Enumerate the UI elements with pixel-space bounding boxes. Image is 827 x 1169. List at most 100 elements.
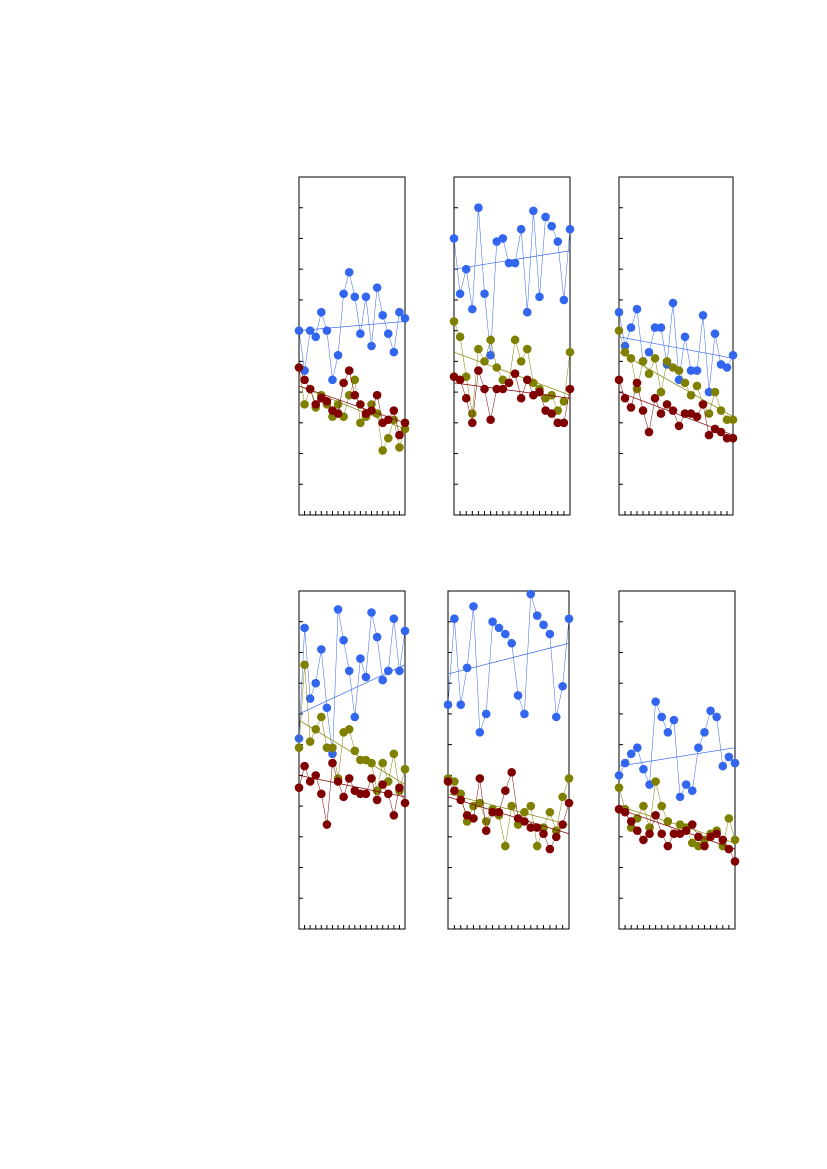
data-point [367, 774, 376, 783]
data-point [532, 823, 542, 832]
panel [614, 590, 740, 930]
data-point [680, 409, 690, 418]
data-point [389, 811, 399, 820]
data-point [498, 384, 508, 394]
plot-frame [447, 590, 570, 930]
data-point [558, 820, 567, 829]
data-point [311, 678, 321, 688]
data-point [455, 375, 465, 385]
data-point [674, 366, 684, 375]
data-point [547, 390, 556, 400]
data-point [395, 443, 404, 452]
data-point [674, 421, 684, 431]
data-point [367, 406, 376, 415]
data-point [395, 430, 404, 440]
data-point [520, 709, 529, 719]
data-point [657, 801, 667, 811]
trend-line [447, 793, 570, 825]
data-point [498, 234, 508, 243]
data-point [372, 283, 382, 292]
panel [294, 590, 410, 930]
data-point [614, 771, 624, 780]
data-point [663, 817, 673, 826]
data-point [481, 826, 491, 835]
data-point [456, 789, 466, 799]
data-point [516, 357, 526, 366]
data-point [294, 363, 304, 372]
data-point [311, 724, 321, 734]
data-point [317, 712, 326, 722]
data-point [383, 329, 393, 339]
data-point [501, 841, 510, 851]
data-point [350, 375, 360, 385]
data-point [704, 387, 714, 397]
data-point [344, 666, 354, 676]
data-point [507, 638, 516, 648]
data-point [462, 811, 472, 820]
data-point [645, 823, 654, 832]
data-point [516, 393, 526, 403]
data-point [539, 829, 548, 839]
data-point [638, 357, 648, 366]
data-point [305, 737, 315, 746]
data-point [532, 611, 542, 620]
data-point [710, 329, 720, 339]
data-point [663, 841, 673, 851]
data-point [692, 381, 702, 391]
data-point [328, 758, 337, 768]
data-point [545, 844, 555, 854]
data-point [333, 605, 343, 614]
data-point [559, 397, 569, 406]
data-point [513, 814, 523, 823]
data-point [469, 602, 478, 611]
data-point [510, 258, 520, 268]
data-point [675, 792, 685, 802]
data-point [626, 817, 636, 826]
data-point [328, 743, 337, 753]
data-point [620, 807, 630, 817]
data-point [356, 654, 365, 663]
data-point [704, 409, 714, 418]
data-point [668, 298, 678, 308]
data-point [486, 415, 495, 425]
data-point [344, 267, 354, 277]
data-point [564, 798, 574, 808]
data-point [461, 393, 471, 403]
data-point [468, 304, 477, 314]
data-point [383, 666, 393, 676]
data-point [529, 206, 538, 216]
data-point [350, 390, 360, 400]
data-point [367, 341, 376, 351]
data-point [443, 777, 453, 786]
data-point [305, 777, 315, 786]
data-point [350, 712, 360, 722]
data-point [650, 323, 660, 332]
data-point [372, 786, 382, 796]
data-point [526, 589, 536, 599]
data-point [389, 406, 399, 415]
data-point [480, 289, 489, 299]
data-point [565, 384, 575, 394]
data-point [656, 409, 666, 418]
data-point [462, 663, 472, 673]
data-point [698, 400, 708, 409]
data-point [294, 734, 304, 743]
data-point [700, 841, 709, 851]
data-point [501, 786, 510, 796]
data-point [367, 758, 376, 768]
data-point [474, 344, 483, 354]
data-point [650, 393, 660, 403]
data-point [443, 700, 453, 709]
data-point [450, 777, 459, 786]
plot-frame [298, 590, 406, 930]
data-point [481, 709, 491, 719]
data-point [724, 752, 734, 762]
data-point [378, 758, 387, 768]
data-point [724, 814, 734, 823]
data-point [662, 357, 672, 366]
data-point [551, 832, 561, 842]
data-point [541, 212, 550, 222]
data-point [378, 310, 387, 320]
data-point [367, 608, 376, 617]
data-point [383, 789, 393, 799]
